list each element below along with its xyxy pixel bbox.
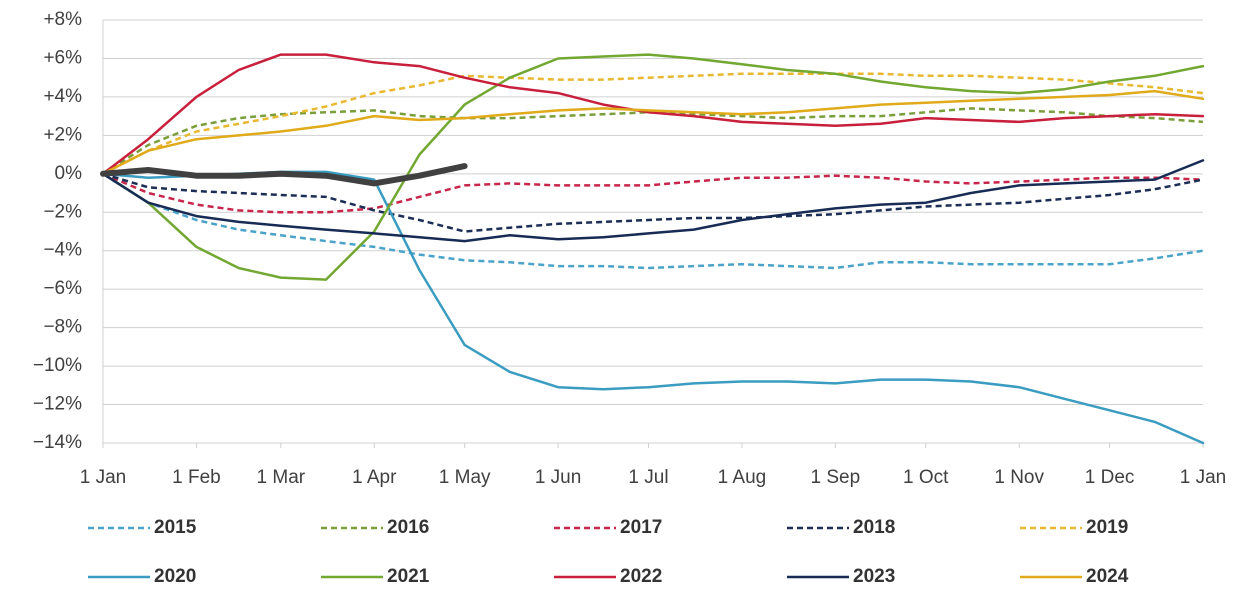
legend-label: 2024 — [1086, 566, 1129, 587]
series-line — [101, 89, 1205, 176]
x-tick-label: 1 Oct — [903, 467, 949, 488]
x-tick-label: 1 Aug — [718, 467, 767, 488]
y-tick-label: +4% — [43, 86, 82, 107]
legend-label: 2021 — [387, 566, 430, 587]
series-line — [102, 107, 1204, 175]
legend-label: 2018 — [853, 517, 895, 538]
legend-label: 2017 — [620, 517, 662, 538]
y-tick-label: +2% — [43, 124, 82, 145]
y-tick-label: −4% — [43, 240, 82, 261]
x-tick-label: 1 Jul — [628, 467, 668, 488]
legend-label: 2019 — [1086, 517, 1128, 538]
x-tick-label: 1 Mar — [257, 467, 306, 488]
y-tick-label: +6% — [43, 47, 82, 68]
series-line — [101, 53, 1205, 281]
y-tick-label: 0% — [55, 163, 83, 184]
x-tick-label: 1 Feb — [172, 467, 221, 488]
x-tick-label: 1 Jan — [80, 467, 126, 488]
series-line — [101, 53, 1205, 176]
x-tick-label: 1 Dec — [1085, 467, 1135, 488]
legend-label: 2015 — [154, 517, 197, 538]
x-tick-label: 1 Jun — [535, 467, 581, 488]
x-tick-label: 1 Jan — [1180, 467, 1226, 488]
x-tick-label: 1 Nov — [994, 467, 1044, 488]
legend-label: 2016 — [387, 517, 429, 538]
x-tick-label: 1 Apr — [352, 467, 397, 488]
series-line — [101, 159, 1205, 243]
y-tick-label: −14% — [33, 432, 82, 453]
y-tick-label: −10% — [33, 355, 82, 376]
series-line — [102, 172, 1204, 214]
series-line — [102, 172, 1204, 270]
y-tick-label: +8% — [43, 9, 82, 30]
legend-label: 2023 — [853, 566, 895, 587]
y-tick-label: −6% — [43, 278, 82, 299]
series-line — [100, 163, 468, 187]
x-tick-label: 1 Sep — [811, 467, 861, 488]
series-line — [102, 172, 1204, 233]
legend-label: 2020 — [154, 566, 196, 587]
legend-label: 2022 — [620, 566, 662, 587]
y-tick-label: −2% — [43, 201, 82, 222]
series-line — [102, 72, 1204, 175]
x-tick-label: 1 May — [439, 467, 491, 488]
y-tick-label: −8% — [43, 317, 82, 338]
y-tick-label: −12% — [33, 394, 82, 415]
